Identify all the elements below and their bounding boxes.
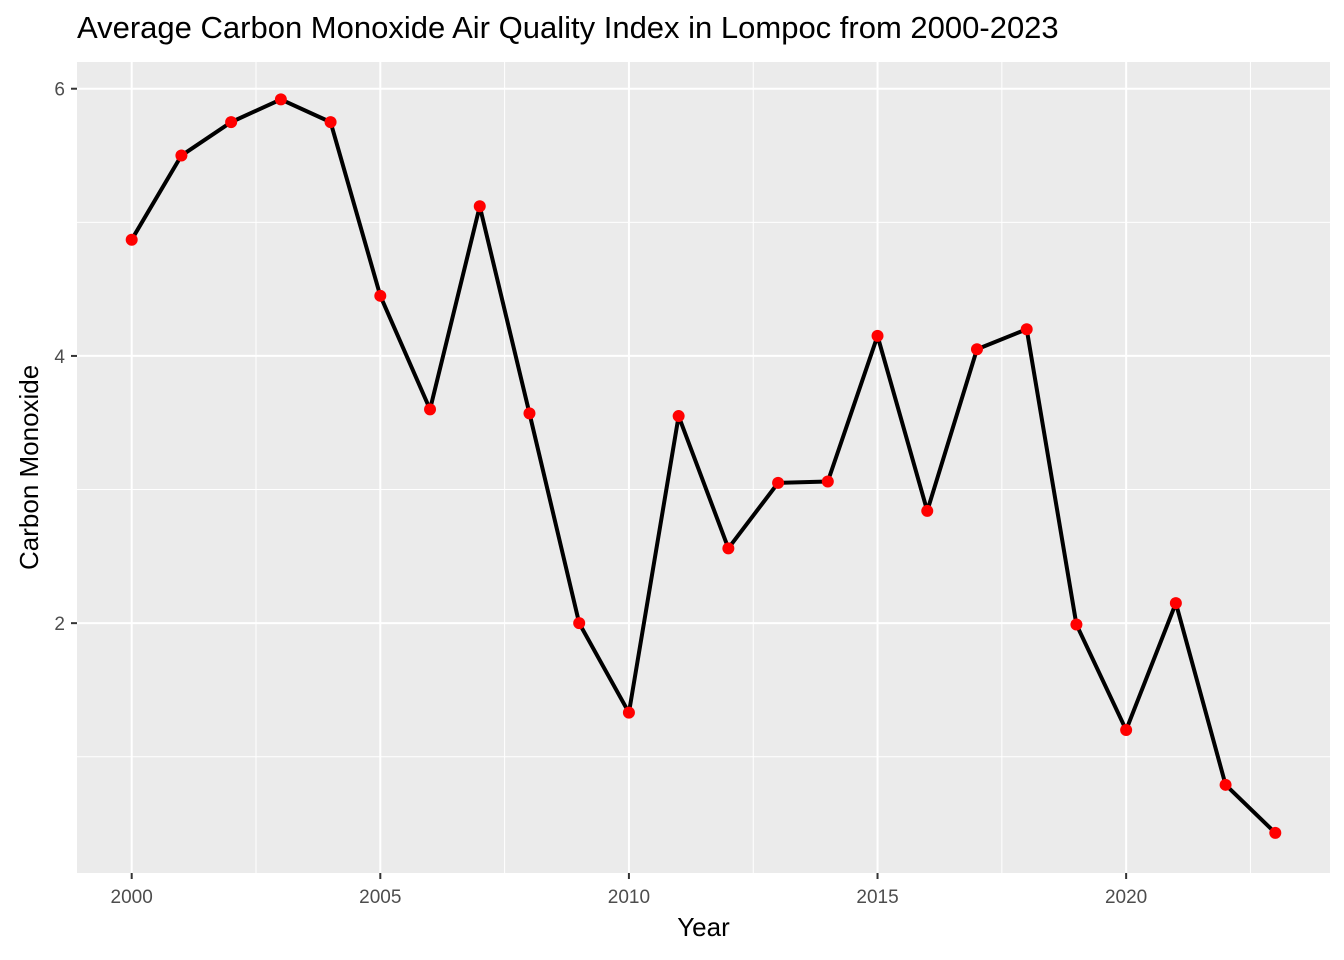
- data-point: [622, 706, 635, 719]
- data-point: [1070, 618, 1083, 631]
- data-point: [1169, 597, 1182, 610]
- y-tick-label: 2: [54, 614, 65, 635]
- y-axis-label: Carbon Monoxide: [14, 364, 44, 570]
- major-gridlines: [77, 62, 1330, 873]
- data-point: [1269, 826, 1282, 839]
- series-line: [129, 97, 1277, 835]
- data-point: [970, 343, 983, 356]
- x-tick-label: 2000: [111, 887, 153, 908]
- data-point: [424, 403, 437, 416]
- data-point: [225, 116, 238, 129]
- y-tick-label: 4: [54, 347, 65, 368]
- data-point: [1120, 724, 1133, 737]
- x-tick-label: 2005: [359, 887, 401, 908]
- x-axis-label-text: Year: [677, 912, 730, 942]
- data-point: [871, 329, 884, 342]
- data-point: [821, 475, 834, 488]
- plot-panel: [77, 62, 1330, 873]
- data-point: [573, 617, 586, 630]
- data-point: [175, 149, 188, 162]
- data-point: [125, 233, 138, 246]
- x-tick-label: 2020: [1105, 887, 1147, 908]
- x-tick-label: 2015: [856, 887, 898, 908]
- x-tick-label: 2010: [608, 887, 650, 908]
- data-point: [772, 476, 785, 489]
- data-point: [672, 410, 685, 423]
- data-point: [324, 116, 337, 129]
- data-point: [374, 289, 387, 302]
- x-axis: 2000 2005 2010 2015 2020: [111, 873, 1147, 908]
- data-point: [523, 407, 536, 420]
- data-point: [1020, 323, 1033, 336]
- data-point: [921, 504, 934, 517]
- data-points: [125, 93, 1282, 839]
- minor-gridlines: [77, 62, 1330, 873]
- chart-title: Average Carbon Monoxide Air Quality Inde…: [77, 10, 1059, 45]
- data-point: [722, 542, 735, 555]
- data-point: [473, 200, 486, 213]
- data-point: [1219, 778, 1232, 791]
- y-tick-label: 6: [54, 80, 65, 101]
- y-axis: 2 4 6: [54, 80, 77, 635]
- x-axis-label: Year: [77, 912, 1330, 943]
- data-point: [274, 93, 287, 106]
